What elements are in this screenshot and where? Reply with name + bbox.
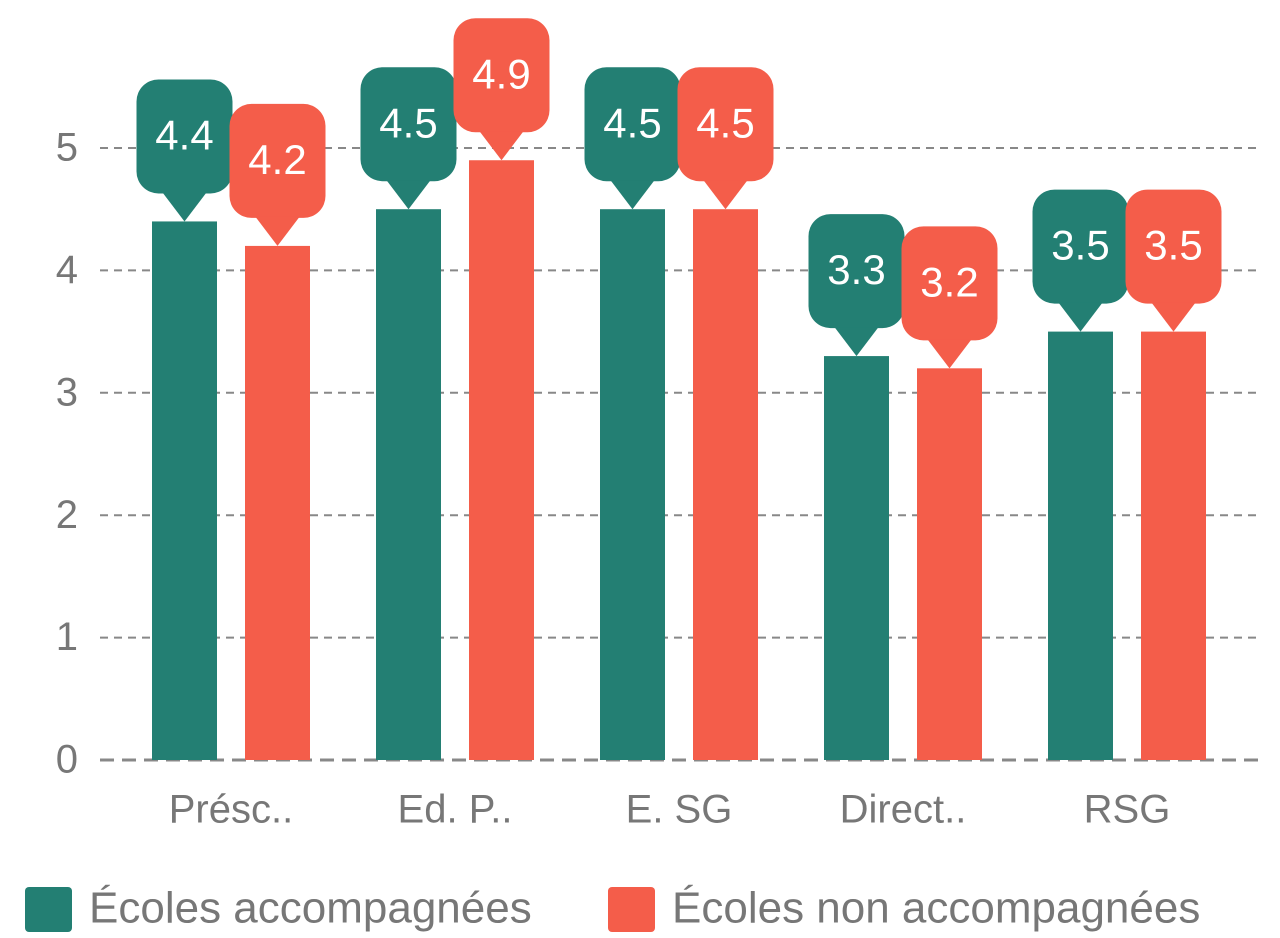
data-label: 4.2 [248, 136, 306, 183]
bar [245, 245, 310, 761]
x-tick-label: Présc.. [169, 788, 293, 832]
label-pointer [255, 216, 300, 246]
y-tick-label: 4 [56, 248, 78, 292]
label-pointer [610, 180, 655, 210]
y-tick-label: 5 [56, 126, 78, 170]
data-label: 4.9 [472, 50, 530, 97]
data-label: 3.5 [1144, 222, 1202, 269]
data-label: 4.4 [155, 112, 213, 159]
bar [1141, 331, 1206, 760]
label-box [808, 214, 905, 329]
x-tick-label: Direct.. [840, 788, 967, 832]
y-tick-label: 1 [56, 615, 78, 659]
bar [693, 209, 758, 760]
y-tick-label: 0 [56, 738, 78, 782]
label-pointer [927, 339, 972, 369]
bar [1048, 331, 1113, 760]
data-label: 3.2 [920, 258, 978, 305]
label-box [360, 67, 457, 182]
bar [152, 221, 217, 760]
data-label: 4.5 [696, 99, 754, 146]
label-box [136, 79, 233, 194]
data-label: 4.5 [379, 99, 437, 146]
label-box [229, 103, 326, 218]
bar [600, 209, 665, 760]
label-pointer [1058, 302, 1103, 332]
data-label: 3.3 [827, 246, 885, 293]
bar [824, 356, 889, 760]
label-pointer [834, 327, 879, 357]
label-box [584, 67, 681, 182]
legend-swatch [25, 887, 72, 932]
legend-swatch [608, 887, 655, 932]
bar [376, 209, 441, 760]
x-tick-label: RSG [1084, 788, 1171, 832]
label-pointer [162, 192, 207, 222]
label-pointer [703, 180, 748, 210]
data-label: 4.5 [603, 99, 661, 146]
label-box [901, 226, 998, 341]
bar [469, 160, 534, 761]
label-box [1125, 189, 1222, 304]
label-box [453, 18, 550, 133]
y-tick-label: 3 [56, 370, 78, 414]
legend-label: Écoles accompagnées [89, 884, 532, 933]
label-box [1032, 189, 1129, 304]
label-pointer [386, 180, 431, 210]
x-tick-label: E. SG [626, 788, 733, 832]
label-pointer [479, 131, 524, 161]
x-tick-label: Ed. P.. [398, 788, 513, 832]
y-tick-label: 2 [56, 493, 78, 537]
data-label: 3.5 [1051, 222, 1109, 269]
label-box [677, 67, 774, 182]
label-pointer [1151, 302, 1196, 332]
bar [917, 368, 982, 760]
legend-label: Écoles non accompagnées [672, 884, 1200, 933]
